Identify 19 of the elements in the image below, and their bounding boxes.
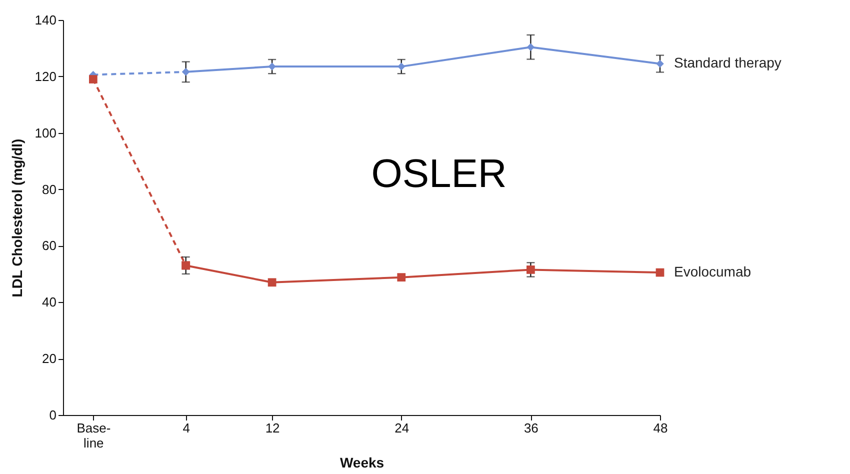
annotation: OSLER bbox=[371, 152, 507, 196]
y-tick-label: 20 bbox=[42, 351, 56, 366]
x-tick-label: 36 bbox=[524, 420, 538, 436]
x-tick-label: 48 bbox=[653, 420, 668, 436]
y-tick-label: 120 bbox=[34, 68, 56, 84]
y-tick-label: 60 bbox=[42, 238, 56, 254]
x-axis-title: Weeks bbox=[340, 454, 384, 470]
y-tick-label: 140 bbox=[34, 12, 56, 28]
x-tick-label: 4 bbox=[182, 420, 190, 436]
y-tick-label: 80 bbox=[42, 182, 56, 197]
x-tick-label: 24 bbox=[394, 420, 410, 436]
series-label: Standard therapy bbox=[674, 54, 782, 71]
y-axis-title: LDL Cholesterol (mg/dl) bbox=[8, 138, 25, 298]
x-tick-label: 12 bbox=[265, 420, 280, 436]
y-tick-label: 40 bbox=[42, 294, 56, 310]
y-tick-label: 0 bbox=[49, 408, 56, 422]
x-tick-label: Base-line bbox=[76, 420, 111, 450]
series-label: Evolocumab bbox=[674, 264, 752, 280]
y-tick-label: 100 bbox=[34, 125, 56, 140]
